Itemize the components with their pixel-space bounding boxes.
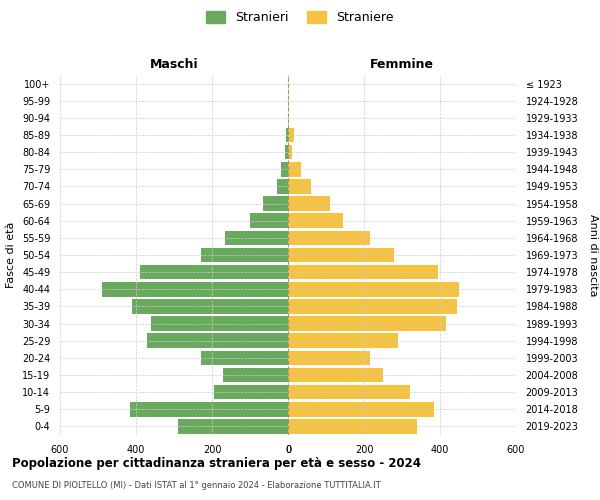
Bar [286, 128, 288, 142]
Bar [288, 128, 294, 142]
Text: Popolazione per cittadinanza straniera per età e sesso - 2024: Popolazione per cittadinanza straniera p… [12, 458, 421, 470]
Title: Femmine: Femmine [370, 58, 434, 71]
Bar [288, 196, 330, 211]
Bar [178, 419, 288, 434]
Bar [288, 282, 459, 296]
Bar [281, 162, 288, 176]
Legend: Stranieri, Straniere: Stranieri, Straniere [202, 6, 398, 29]
Bar [288, 230, 370, 245]
Bar [277, 179, 288, 194]
Bar [288, 265, 438, 280]
Bar [288, 368, 383, 382]
Bar [288, 402, 434, 416]
Bar [250, 214, 288, 228]
Bar [130, 402, 288, 416]
Bar [151, 316, 288, 331]
Bar [288, 145, 292, 160]
Bar [288, 419, 417, 434]
Title: Maschi: Maschi [149, 58, 199, 71]
Bar [214, 385, 288, 400]
Y-axis label: Fasce di età: Fasce di età [7, 222, 16, 288]
Bar [200, 350, 288, 365]
Bar [288, 248, 394, 262]
Bar [288, 334, 398, 348]
Bar [288, 316, 446, 331]
Bar [263, 196, 288, 211]
Bar [288, 350, 370, 365]
Bar [288, 162, 301, 176]
Bar [288, 214, 343, 228]
Y-axis label: Anni di nascita: Anni di nascita [588, 214, 598, 296]
Bar [140, 265, 288, 280]
Bar [132, 299, 288, 314]
Bar [285, 145, 288, 160]
Bar [288, 299, 457, 314]
Bar [288, 179, 311, 194]
Bar [288, 385, 410, 400]
Bar [102, 282, 288, 296]
Bar [226, 230, 288, 245]
Bar [200, 248, 288, 262]
Text: COMUNE DI PIOLTELLO (MI) - Dati ISTAT al 1° gennaio 2024 - Elaborazione TUTTITAL: COMUNE DI PIOLTELLO (MI) - Dati ISTAT al… [12, 481, 381, 490]
Bar [148, 334, 288, 348]
Bar [223, 368, 288, 382]
